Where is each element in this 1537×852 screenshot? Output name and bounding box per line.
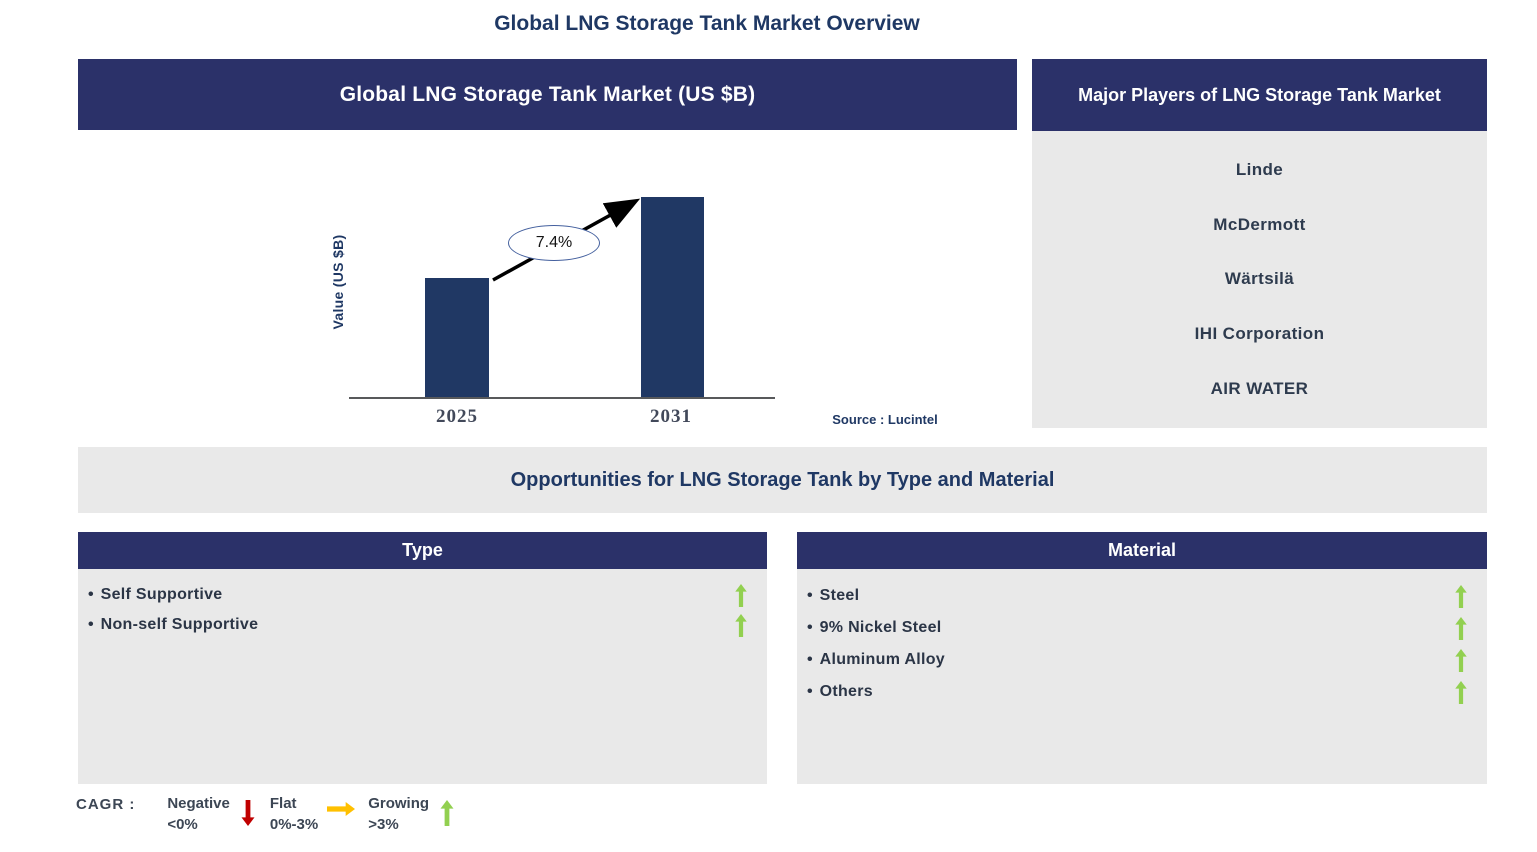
cagr-legend-item-name: Flat — [269, 795, 297, 812]
page-title: Global LNG Storage Tank Market Overview — [494, 12, 920, 35]
type-panel: Type • Self Supportive • Non-self Supportiv… — [78, 532, 767, 784]
negative-down-arrow-icon — [241, 800, 255, 826]
cagr-legend-item: Negative <0% — [167, 793, 257, 835]
bar-chart: Value (US $B) 7.4% 2025 2031 Source : Lu… — [78, 130, 1017, 441]
opportunities-title: Opportunities for LNG Storage Tank by Ty… — [510, 468, 1055, 491]
major-players-header: Major Players of LNG Storage Tank Market — [1032, 59, 1487, 131]
major-players-panel: Major Players of LNG Storage Tank Market… — [1032, 59, 1487, 428]
cagr-legend-item-range: 0%-3% — [269, 816, 319, 833]
cagr-legend-item-range: <0% — [167, 816, 198, 833]
bullet-icon: • — [88, 586, 94, 603]
opportunity-label: Aluminum Alloy — [819, 651, 945, 668]
bullet-icon: • — [807, 619, 813, 636]
cagr-legend-item-text: Flat 0%-3% — [270, 793, 318, 835]
player-name: IHI Corporation — [1194, 324, 1325, 344]
x-tick-2025: 2025 — [436, 406, 478, 427]
source-note: Source : Lucintel — [832, 412, 938, 427]
opportunity-row: • Steel — [797, 580, 1487, 612]
opportunity-row: • Self Supportive — [78, 580, 767, 610]
type-list: • Self Supportive • Non-self Supportive — [78, 569, 767, 784]
material-header: Material — [797, 532, 1487, 569]
cagr-legend: CAGR : Negative <0% Flat 0%-3% Growing >3% — [76, 793, 469, 835]
growing-up-arrow-icon — [735, 613, 747, 637]
opportunity-row: • Others — [797, 676, 1487, 708]
cagr-legend-item: Growing >3% — [368, 793, 456, 835]
growing-up-arrow-icon — [1455, 584, 1467, 608]
bar-2025 — [425, 278, 489, 398]
opportunity-label: Self Supportive — [100, 586, 223, 603]
cagr-legend-item-name: Negative — [167, 795, 230, 812]
growing-up-arrow-icon — [1455, 680, 1467, 704]
x-tick-2031: 2031 — [650, 406, 692, 427]
cagr-legend-item-text: Growing >3% — [368, 793, 429, 835]
material-panel: Material • Steel • 9% Nickel Steel • Aluminum… — [797, 532, 1487, 784]
growing-up-arrow-icon — [735, 583, 747, 607]
cagr-legend-label: CAGR : — [76, 796, 136, 813]
opportunity-label: Non-self Supportive — [100, 616, 259, 633]
opportunities-band: Opportunities for LNG Storage Tank by Ty… — [78, 447, 1487, 513]
opportunity-row: • Aluminum Alloy — [797, 644, 1487, 676]
cagr-legend-item-text: Negative <0% — [167, 793, 230, 835]
growing-up-arrow-icon — [440, 800, 454, 826]
bullet-icon: • — [807, 683, 813, 700]
bullet-icon: • — [807, 587, 813, 604]
opportunity-label: 9% Nickel Steel — [819, 619, 942, 636]
growth-trend-arrow-icon — [492, 198, 641, 282]
growing-up-arrow-icon — [1455, 648, 1467, 672]
player-name: McDermott — [1213, 214, 1306, 234]
bar-2031 — [641, 197, 704, 398]
bullet-icon: • — [807, 651, 813, 668]
x-axis-line — [349, 397, 775, 399]
opportunity-row: • Non-self Supportive — [78, 610, 767, 640]
player-name: Linde — [1235, 160, 1284, 180]
player-name: AIR WATER — [1210, 378, 1309, 398]
cagr-legend-items: Negative <0% Flat 0%-3% Growing >3% — [167, 793, 469, 835]
players-list: Linde McDermott Wärtsilä IHI Corporation AIR… — [1032, 131, 1487, 428]
opportunity-label: Others — [819, 683, 873, 700]
growing-up-arrow-icon — [1455, 616, 1467, 640]
bullet-icon: • — [88, 616, 94, 633]
cagr-legend-item-name: Growing — [368, 795, 430, 812]
cagr-legend-item-range: >3% — [368, 816, 399, 833]
opportunity-row: • 9% Nickel Steel — [797, 612, 1487, 644]
player-name: Wärtsilä — [1224, 269, 1295, 289]
material-list: • Steel • 9% Nickel Steel • Aluminum Alloy • Ot… — [797, 569, 1487, 784]
type-header: Type — [78, 532, 767, 569]
flat-right-arrow-icon — [327, 802, 356, 816]
cagr-annotation: 7.4% — [508, 225, 600, 261]
market-chart-header: Global LNG Storage Tank Market (US $B) — [78, 59, 1017, 130]
cagr-legend-item: Flat 0%-3% — [270, 793, 356, 835]
opportunity-label: Steel — [819, 587, 860, 604]
